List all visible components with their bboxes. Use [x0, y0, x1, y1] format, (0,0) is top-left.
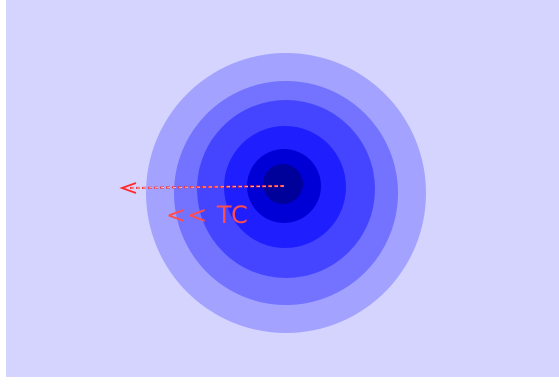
center-eye [263, 164, 303, 204]
tc-label: << TC [166, 201, 249, 229]
storm-graphic: << TC [119, 53, 426, 333]
plot-panel: << TC [6, 0, 559, 377]
arrow-head-icon [119, 182, 137, 194]
motion-arrow-highlight [130, 185, 285, 189]
